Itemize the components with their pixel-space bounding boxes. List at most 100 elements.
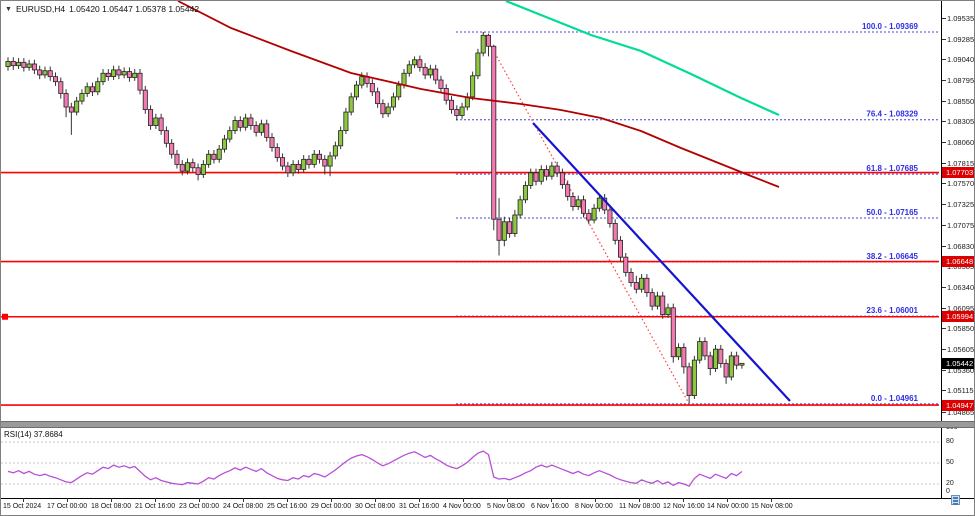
time-tick-mark [419, 498, 420, 502]
candle-body [723, 363, 729, 378]
price-tick-mark [942, 245, 946, 247]
candle-body [158, 117, 164, 132]
time-label: 15 Oct 2024 [3, 503, 42, 510]
chart-title-symbol: EURUSD,H4 [15, 4, 66, 14]
candle-body [258, 123, 264, 133]
fib-level-label: 50.0 - 1.07165 [866, 208, 918, 217]
time-label: 31 Oct 16:00 [399, 503, 440, 510]
candle-body [232, 120, 238, 132]
price-tick-label: 1.08060 [947, 137, 975, 147]
alert-price-label: 1.07703 [942, 167, 974, 179]
candle-body [433, 68, 439, 81]
candle-body [581, 199, 587, 214]
candle-body [596, 197, 602, 209]
retracement-diagonal-line[interactable] [482, 31, 690, 405]
price-tick-mark [942, 411, 946, 413]
price-tick-mark [942, 38, 946, 40]
main-chart-pane[interactable]: 100.0 - 1.09369 76.4 - 1.08329 61.8 - 1.07… [1, 1, 941, 421]
time-tick-mark [287, 498, 288, 502]
fib-level-label: 23.6 - 1.06001 [866, 306, 918, 315]
current-price-label: 1.05442 [942, 357, 974, 369]
candle-body [185, 162, 191, 172]
price-axis[interactable]: 1.09535 1.09285 1.09040 1.08795 1.08550 1.083… [941, 1, 975, 498]
time-axis[interactable]: 15 Oct 2024 17 Oct 00:00 18 Oct 08:00 21 Oc… [1, 498, 974, 515]
chart-shift-icon[interactable] [951, 495, 960, 505]
candle-body [385, 106, 391, 115]
ma-green-line[interactable] [505, 1, 780, 117]
ma-red-line[interactable] [177, 1, 780, 188]
candle-body [549, 165, 555, 177]
rsi-pane[interactable] [1, 428, 941, 498]
candle-body [317, 153, 323, 160]
fib-level-label: 61.8 - 1.07685 [866, 164, 918, 173]
candle-body [58, 81, 64, 94]
candle-body [74, 100, 80, 113]
candle-body [686, 366, 692, 396]
price-tick-label: 1.06830 [947, 241, 975, 251]
candle-body [253, 125, 259, 133]
time-label: 8 Nov 00:00 [575, 503, 613, 510]
candle-body [179, 163, 185, 172]
candle-body [470, 75, 476, 98]
candle-body [116, 69, 122, 76]
time-tick-mark [639, 498, 640, 502]
candle-body [507, 221, 513, 234]
line-selection-anchor[interactable] [2, 313, 8, 320]
candle-body [718, 348, 724, 364]
rsi-line [7, 450, 743, 487]
rsi-axis[interactable]: 1008050200 [942, 424, 974, 498]
candle-body [126, 71, 132, 78]
candle-body [649, 292, 655, 307]
time-label: 14 Nov 00:00 [707, 503, 749, 510]
descending-trendline[interactable] [532, 122, 791, 402]
candle-body [670, 307, 676, 358]
candle-body [163, 130, 169, 144]
candle-body [449, 99, 455, 110]
candle-body [338, 130, 344, 147]
price-tick-mark [942, 79, 946, 81]
candle-body [707, 355, 713, 369]
candle-body [10, 61, 16, 67]
candlestick-series [5, 32, 745, 404]
price-tick-label: 1.06095 [947, 303, 975, 313]
time-label: 24 Oct 08:00 [223, 503, 264, 510]
candle-body [438, 79, 444, 89]
candle-body [517, 199, 523, 216]
candle-body [301, 158, 307, 170]
candle-body [375, 91, 381, 105]
candle-body [100, 72, 106, 83]
candle-body [26, 63, 32, 68]
time-tick-mark [67, 498, 68, 502]
price-tick-label: 1.04865 [947, 407, 975, 417]
candle-body [559, 172, 565, 186]
price-tick-label: 1.09285 [947, 34, 975, 44]
candle-body [713, 348, 719, 369]
price-tick-label: 1.08550 [947, 96, 975, 106]
candle-body [47, 70, 53, 78]
candle-body [644, 277, 650, 294]
price-tick-label: 1.08305 [947, 117, 975, 127]
price-tick-label: 1.08795 [947, 75, 975, 85]
fib-level-label: 0.0 - 1.04961 [871, 394, 919, 403]
candle-body [665, 307, 671, 315]
candle-body [734, 355, 740, 366]
pane-separator[interactable] [1, 421, 974, 428]
candle-body [137, 72, 143, 91]
price-tick-mark [942, 17, 946, 19]
symbol-dropdown-icon[interactable]: ▼ [5, 5, 12, 13]
candle-body [459, 106, 465, 116]
time-label: 4 Nov 00:00 [443, 503, 481, 510]
candle-body [89, 86, 95, 93]
candle-body [496, 218, 502, 241]
candle-body [654, 295, 660, 307]
candle-body [628, 271, 634, 283]
candle-body [427, 68, 433, 76]
time-label: 6 Nov 16:00 [531, 503, 569, 510]
candle-body [190, 162, 196, 169]
candle-body [607, 209, 613, 224]
candle-body [200, 163, 206, 175]
candle-body [617, 239, 623, 258]
candle-body [211, 153, 217, 160]
alert-price-label: 1.06648 [942, 256, 974, 268]
price-tick-label: 1.07325 [947, 199, 975, 209]
